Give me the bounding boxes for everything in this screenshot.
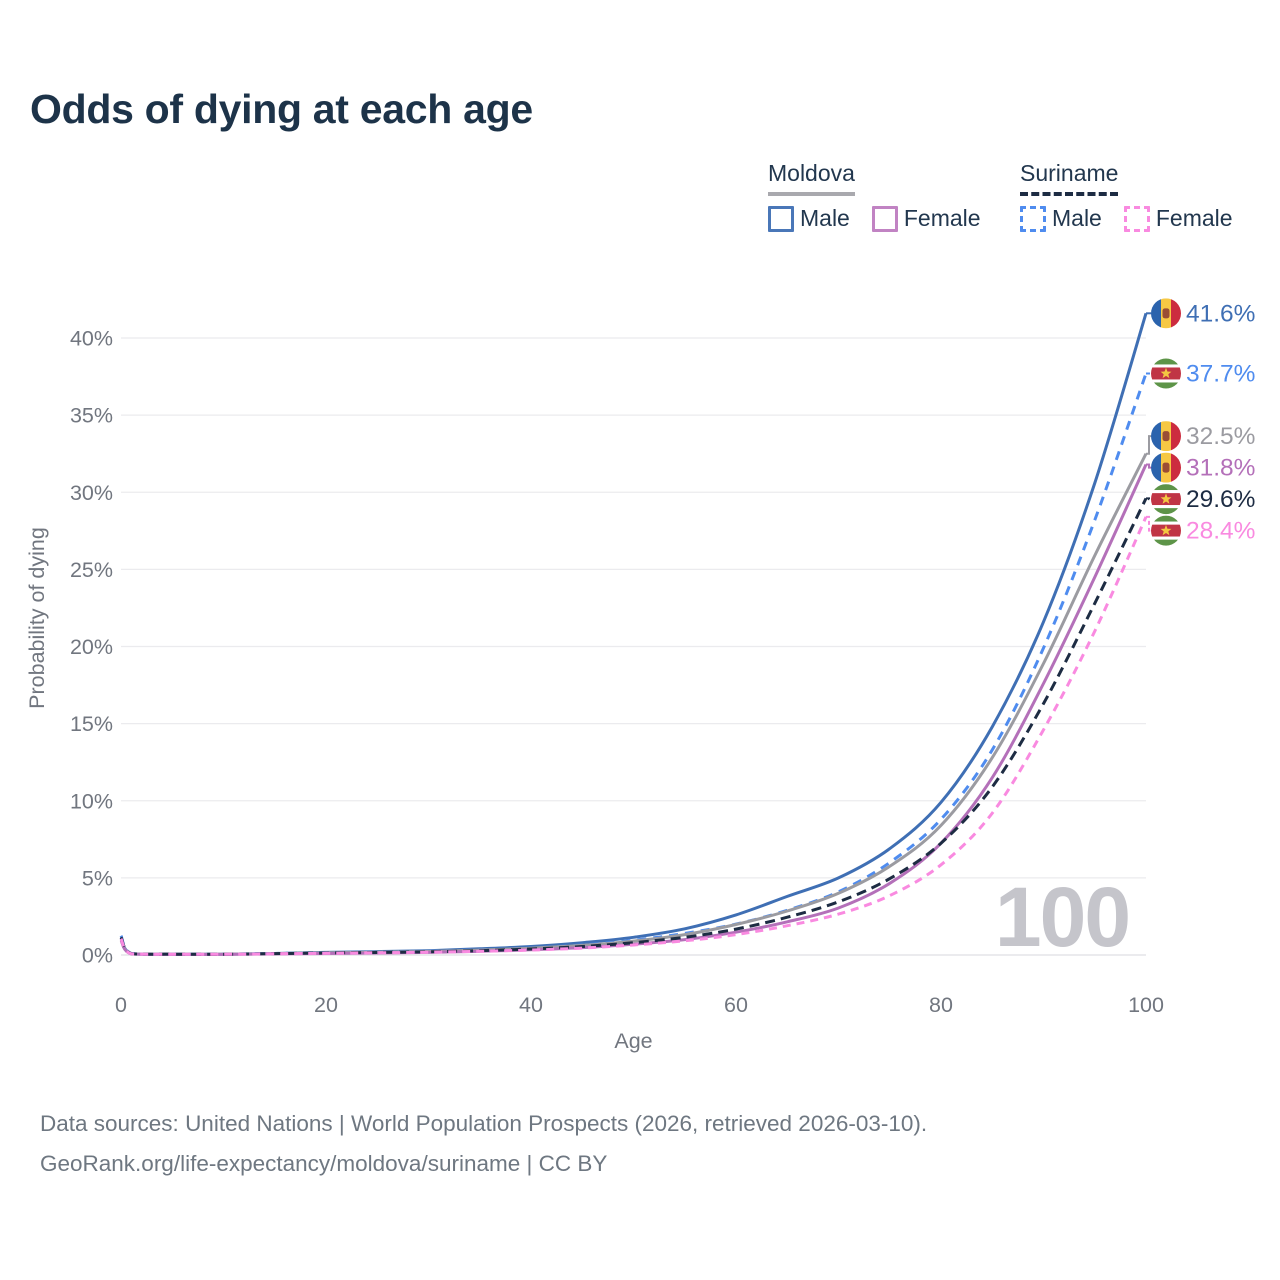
legend-item-moldova-male[interactable]: Male	[768, 205, 850, 232]
series-line-moldova-both[interactable]	[119, 453, 1148, 956]
footer: Data sources: United Nations | World Pop…	[40, 1104, 927, 1184]
legend-country-suriname[interactable]: Suriname	[1020, 160, 1119, 196]
moldova-male-swatch-icon	[768, 205, 794, 232]
end-label-suriname-female: 28.4%	[1186, 518, 1255, 545]
leader-line-moldova-both	[1146, 435, 1151, 455]
legend-item-label: Female	[903, 205, 981, 231]
x-tick-label: 20	[314, 993, 338, 1017]
end-label-moldova-both: 32.5%	[1186, 423, 1255, 450]
flag-icon-suriname	[1151, 358, 1181, 389]
leader-line-moldova-female	[1146, 463, 1151, 469]
legend-group-moldova: Moldova Male Female	[768, 160, 981, 232]
y-tick-label: 0%	[82, 944, 113, 968]
leader-line-suriname-female	[1146, 515, 1151, 532]
end-label-moldova-female: 31.8%	[1186, 455, 1255, 482]
y-tick-label: 35%	[70, 404, 113, 428]
y-tick-label: 20%	[70, 635, 113, 659]
y-tick-label: 40%	[70, 327, 113, 351]
flag-icon-suriname	[1151, 515, 1181, 546]
legend: Moldova Male Female Suriname Mal	[0, 160, 1280, 250]
legend-item-suriname-male[interactable]: Male	[1020, 205, 1102, 232]
legend-item-label: Female	[1155, 205, 1233, 231]
series-line-moldova-female[interactable]	[119, 463, 1148, 956]
series-line-moldova-male[interactable]	[119, 312, 1148, 956]
y-tick-label: 30%	[70, 481, 113, 505]
leader-line-suriname-both	[1146, 497, 1151, 501]
flag-icon-suriname	[1151, 484, 1181, 515]
legend-group-suriname: Suriname Male Female	[1020, 160, 1233, 232]
end-label-moldova-male: 41.6%	[1186, 300, 1255, 327]
x-tick-label: 80	[929, 993, 953, 1017]
flag-icon-moldova	[1151, 421, 1181, 452]
end-label-suriname-both: 29.6%	[1186, 486, 1255, 513]
series-line-suriname-male[interactable]	[119, 373, 1148, 956]
x-tick-label: 40	[519, 993, 543, 1017]
legend-country-label: Moldova	[768, 160, 855, 186]
legend-item-moldova-female[interactable]: Female	[871, 205, 981, 232]
page-title: Odds of dying at each age	[30, 86, 533, 132]
x-tick-label: 0	[115, 993, 127, 1017]
flag-icon-moldova	[1151, 452, 1181, 483]
x-axis-title: Age	[614, 1029, 652, 1053]
legend-item-suriname-female[interactable]: Female	[1123, 205, 1233, 232]
end-label-suriname-male: 37.7%	[1186, 360, 1255, 387]
legend-country-moldova[interactable]: Moldova	[768, 160, 855, 196]
moldova-female-swatch-icon	[871, 205, 898, 232]
series-line-suriname-female[interactable]	[119, 516, 1148, 956]
y-tick-label: 25%	[70, 558, 113, 582]
legend-item-label: Male	[1052, 205, 1102, 231]
suriname-female-swatch-icon	[1123, 205, 1150, 232]
legend-country-label: Suriname	[1020, 160, 1119, 186]
y-tick-label: 15%	[70, 712, 113, 736]
x-tick-label: 100	[1128, 993, 1164, 1017]
y-tick-label: 5%	[82, 866, 113, 890]
y-tick-label: 10%	[70, 789, 113, 813]
suriname-male-swatch-icon	[1020, 205, 1046, 232]
attribution-line: GeoRank.org/life-expectancy/moldova/suri…	[40, 1151, 608, 1176]
data-sources-line: Data sources: United Nations | World Pop…	[40, 1111, 928, 1136]
flag-icon-moldova	[1151, 298, 1181, 329]
x-tick-label: 60	[724, 993, 748, 1017]
y-axis-title: Probability of dying	[25, 527, 49, 709]
hover-age-watermark: 100	[995, 870, 1129, 964]
legend-item-label: Male	[800, 205, 850, 231]
